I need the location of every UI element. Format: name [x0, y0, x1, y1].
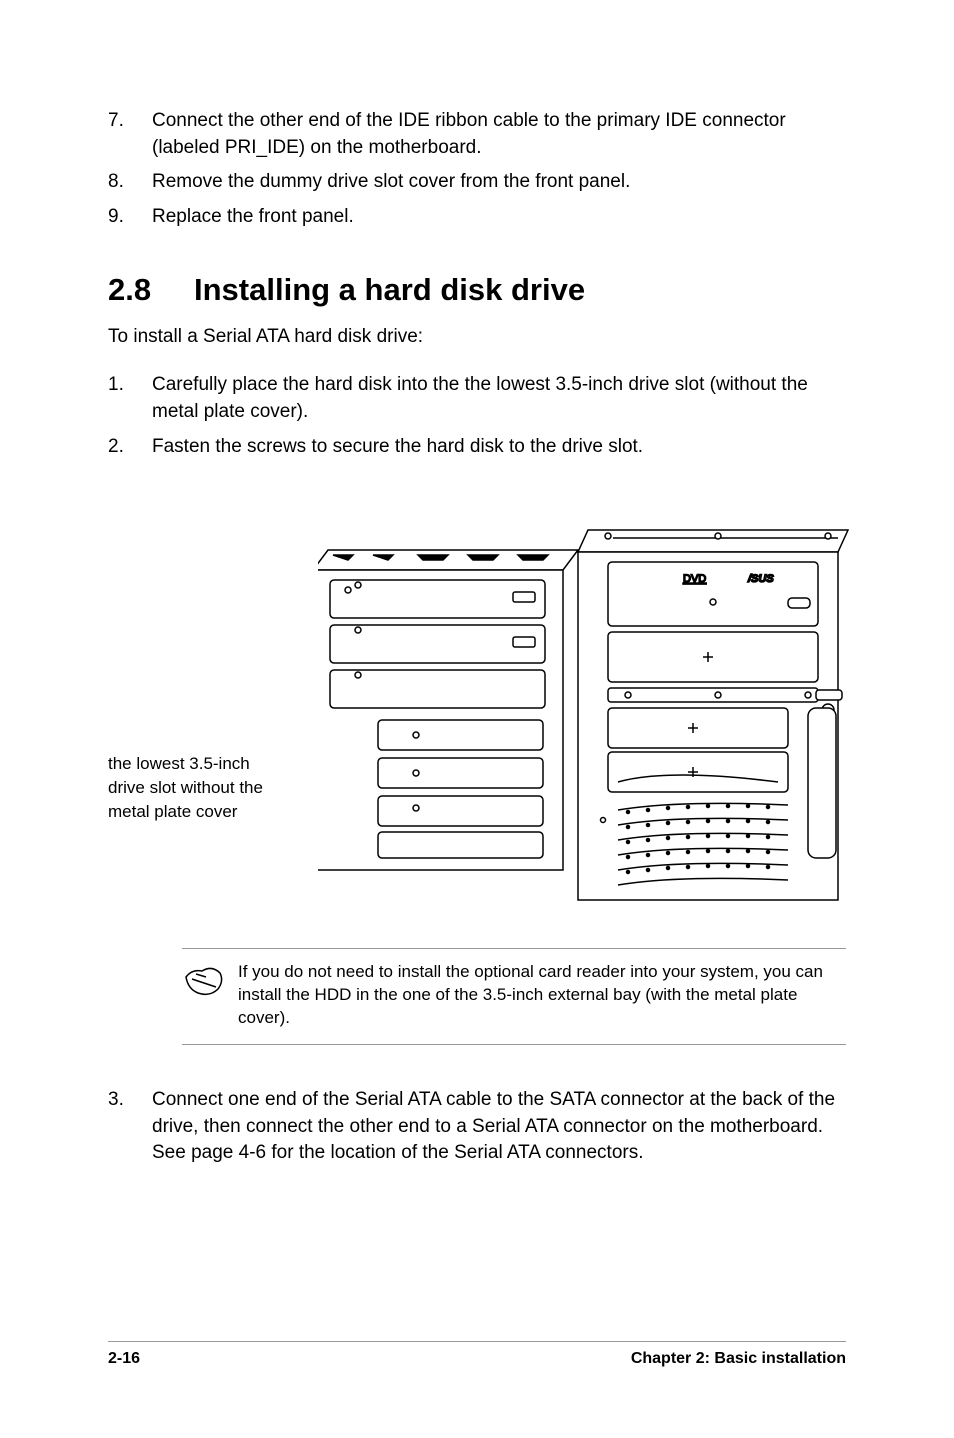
intro-text: To install a Serial ATA hard disk drive: — [108, 326, 846, 348]
section-number: 2.8 — [108, 272, 194, 308]
case-diagram: DVD /SUS — [318, 490, 858, 920]
post-note-list: 3. Connect one end of the Serial ATA cab… — [108, 1087, 846, 1167]
dvd-logo: DVD — [683, 573, 706, 585]
note-box: If you do not need to install the option… — [182, 948, 846, 1045]
steps-list: 1. Carefully place the hard disk into th… — [108, 372, 846, 460]
chapter-title: Chapter 2: Basic installation — [631, 1350, 846, 1368]
list-item: 8. Remove the dummy drive slot cover fro… — [108, 169, 846, 196]
page-footer: 2-16 Chapter 2: Basic installation — [108, 1341, 846, 1368]
list-item: 2. Fasten the screws to secure the hard … — [108, 434, 846, 461]
list-item: 7. Connect the other end of the IDE ribb… — [108, 108, 846, 161]
top-list: 7. Connect the other end of the IDE ribb… — [108, 108, 846, 230]
list-number: 8. — [108, 169, 152, 196]
section-title: Installing a hard disk drive — [194, 272, 585, 308]
diagram-area: the lowest 3.5-inch drive slot without t… — [108, 490, 846, 930]
list-number: 2. — [108, 434, 152, 461]
list-number: 1. — [108, 372, 152, 425]
list-item: 1. Carefully place the hard disk into th… — [108, 372, 846, 425]
list-text: Connect one end of the Serial ATA cable … — [152, 1087, 846, 1167]
list-number: 3. — [108, 1087, 152, 1167]
note-hand-icon — [182, 961, 238, 1030]
diagram-callout-label: the lowest 3.5-inch drive slot without t… — [108, 752, 278, 823]
list-number: 9. — [108, 204, 152, 231]
list-text: Fasten the screws to secure the hard dis… — [152, 434, 846, 461]
list-item: 9. Replace the front panel. — [108, 204, 846, 231]
note-text: If you do not need to install the option… — [238, 961, 846, 1030]
list-text: Connect the other end of the IDE ribbon … — [152, 108, 846, 161]
list-text: Remove the dummy drive slot cover from t… — [152, 169, 846, 196]
list-item: 3. Connect one end of the Serial ATA cab… — [108, 1087, 846, 1167]
page-number: 2-16 — [108, 1350, 140, 1368]
section-heading: 2.8 Installing a hard disk drive — [108, 272, 846, 308]
list-text: Carefully place the hard disk into the t… — [152, 372, 846, 425]
list-number: 7. — [108, 108, 152, 161]
list-text: Replace the front panel. — [152, 204, 846, 231]
asus-logo: /SUS — [747, 573, 774, 585]
